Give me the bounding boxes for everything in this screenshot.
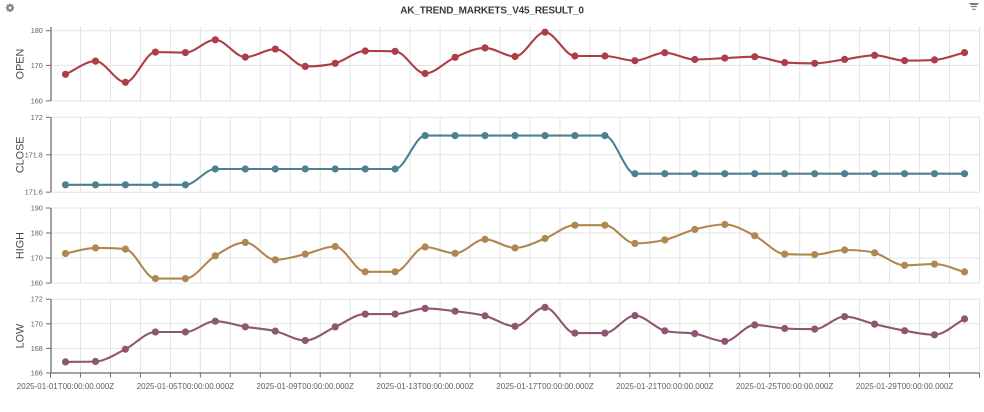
svg-text:160: 160 — [31, 279, 43, 288]
svg-text:CLOSE: CLOSE — [14, 136, 26, 173]
svg-text:2025-01-25T00:00:00.000Z: 2025-01-25T00:00:00.000Z — [736, 382, 834, 391]
svg-text:170: 170 — [31, 319, 43, 328]
svg-text:2025-01-09T00:00:00.000Z: 2025-01-09T00:00:00.000Z — [256, 382, 354, 391]
svg-text:190: 190 — [31, 204, 43, 213]
svg-text:172: 172 — [31, 113, 43, 122]
svg-text:2025-01-13T00:00:00.000Z: 2025-01-13T00:00:00.000Z — [376, 382, 474, 391]
svg-text:2025-01-05T00:00:00.000Z: 2025-01-05T00:00:00.000Z — [137, 382, 235, 391]
svg-text:2025-01-21T00:00:00.000Z: 2025-01-21T00:00:00.000Z — [616, 382, 714, 391]
svg-text:170: 170 — [31, 254, 43, 263]
svg-text:HIGH: HIGH — [14, 232, 26, 259]
svg-text:160: 160 — [31, 96, 43, 105]
svg-text:168: 168 — [31, 344, 43, 353]
svg-text:AK_TREND_MARKETS_V45_RESULT_0: AK_TREND_MARKETS_V45_RESULT_0 — [400, 5, 584, 16]
svg-text:2025-01-01T00:00:00.000Z: 2025-01-01T00:00:00.000Z — [17, 382, 115, 391]
svg-text:180: 180 — [31, 26, 43, 35]
svg-text:2025-01-17T00:00:00.000Z: 2025-01-17T00:00:00.000Z — [496, 382, 594, 391]
svg-text:180: 180 — [31, 229, 43, 238]
svg-text:166: 166 — [31, 369, 43, 378]
svg-text:2025-01-29T00:00:00.000Z: 2025-01-29T00:00:00.000Z — [856, 382, 954, 391]
svg-text:OPEN: OPEN — [14, 49, 26, 80]
svg-text:LOW: LOW — [14, 323, 26, 348]
svg-text:170: 170 — [31, 61, 43, 70]
svg-text:171.8: 171.8 — [25, 150, 43, 159]
svg-text:171.6: 171.6 — [25, 188, 43, 197]
svg-text:172: 172 — [31, 295, 43, 304]
